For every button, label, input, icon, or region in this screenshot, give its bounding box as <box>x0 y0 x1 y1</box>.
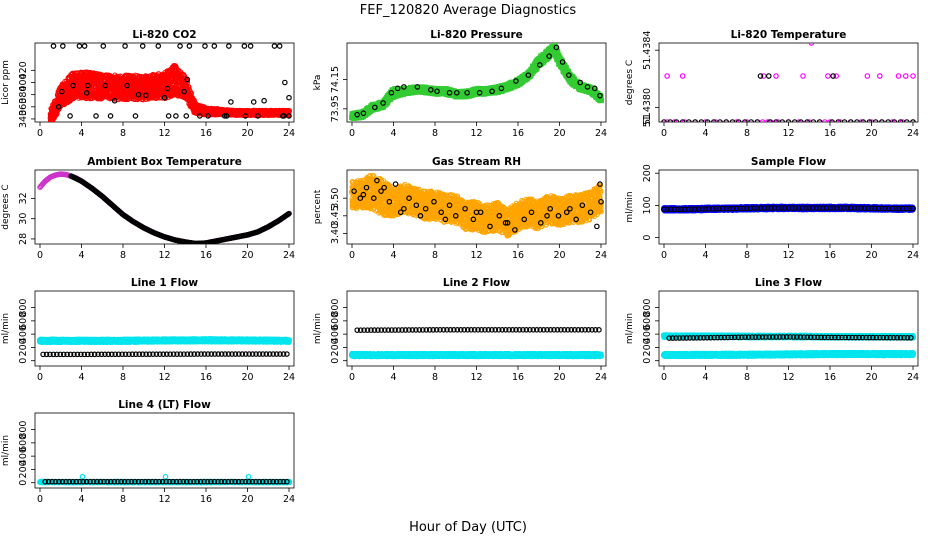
data-point <box>271 43 278 49</box>
data-point <box>186 84 192 90</box>
data-point <box>124 82 130 89</box>
y-tick-label: 360 <box>18 98 29 116</box>
data-point <box>226 43 232 49</box>
y-tick-label: 380 <box>18 86 29 104</box>
data-point <box>177 43 183 49</box>
data-point <box>122 43 128 49</box>
data-point <box>286 94 292 101</box>
y-tick-label: 420 <box>18 61 29 79</box>
x-tick-label: 24 <box>283 128 295 139</box>
panel-title: Li-820 CO2 <box>132 29 196 41</box>
x-tick-label: 8 <box>120 128 126 139</box>
data-point <box>50 43 57 49</box>
data-point <box>55 104 62 110</box>
data-point <box>211 43 218 49</box>
data-point <box>186 43 193 49</box>
data-point <box>58 88 65 95</box>
data-point <box>139 43 146 49</box>
panel-ylabel: Licor ppm <box>1 60 11 105</box>
panel-ylabel: kPa <box>313 75 323 91</box>
plot-area <box>47 43 293 122</box>
data-point <box>161 94 168 101</box>
data-point <box>84 82 91 89</box>
data-point <box>196 113 203 119</box>
data-point <box>173 113 179 119</box>
y-tick-label: 400 <box>18 73 29 91</box>
data-point <box>132 113 139 119</box>
data-point <box>83 90 90 96</box>
data-point <box>181 88 188 95</box>
data-point <box>107 113 114 119</box>
data-point <box>93 113 99 119</box>
data-point <box>282 79 288 86</box>
x-tick-label: 16 <box>200 128 212 139</box>
data-point <box>255 113 261 119</box>
data-point <box>241 43 248 49</box>
figure-title: FEF_120820 Average Diagnostics <box>360 3 577 18</box>
data-point <box>164 85 171 92</box>
data-point <box>143 92 149 99</box>
data-point <box>102 82 109 89</box>
data-point <box>70 82 77 89</box>
data-point <box>183 113 190 119</box>
series-0 <box>349 43 605 121</box>
data-point <box>228 99 234 105</box>
data-point <box>223 113 230 119</box>
data-point <box>155 43 162 49</box>
data-point <box>184 76 191 83</box>
plot-area <box>349 43 605 121</box>
data-point <box>242 113 249 119</box>
data-point <box>281 113 287 119</box>
panel-title: Li-820 Pressure <box>430 29 523 41</box>
series-0 <box>47 63 293 122</box>
data-point <box>111 97 118 104</box>
data-point <box>261 97 267 104</box>
data-point <box>205 113 211 119</box>
data-point <box>286 113 292 119</box>
data-point <box>60 43 66 49</box>
data-point <box>81 43 88 49</box>
data-point <box>135 91 142 98</box>
data-point <box>221 113 228 119</box>
x-tick-label: 0 <box>37 128 43 139</box>
x-tick-label: 4 <box>78 128 84 139</box>
y-tick-label: 340 <box>18 110 29 128</box>
x-tick-label: 20 <box>241 128 253 139</box>
data-point <box>202 43 208 49</box>
x-tick-label: 12 <box>158 128 170 139</box>
data-point <box>67 113 73 119</box>
series-1 <box>50 43 292 119</box>
data-point <box>250 99 257 105</box>
data-point <box>247 43 254 49</box>
figure-xlabel: Hour of Day (UTC) <box>409 520 527 535</box>
data-point <box>76 43 83 49</box>
data-point <box>100 43 107 49</box>
data-point <box>276 43 283 49</box>
data-point <box>165 113 172 119</box>
